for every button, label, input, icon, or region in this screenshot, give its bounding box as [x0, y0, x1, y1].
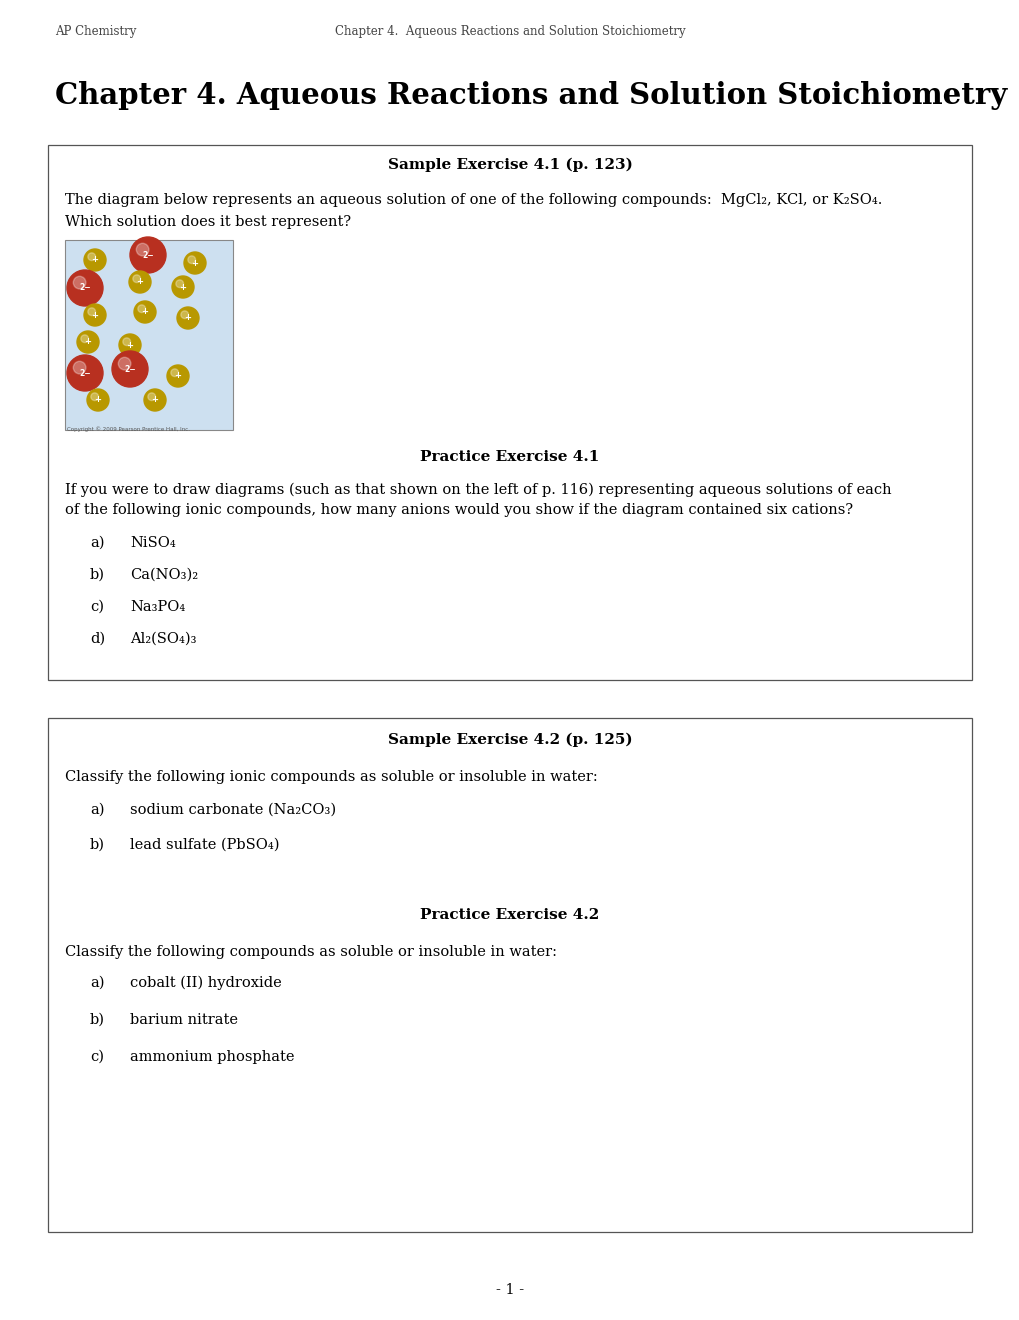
Text: Na₃PO₄: Na₃PO₄ — [129, 601, 185, 614]
Circle shape — [119, 334, 141, 356]
Circle shape — [171, 368, 178, 376]
Text: barium nitrate: barium nitrate — [129, 1012, 237, 1027]
Text: b): b) — [90, 568, 105, 582]
Text: Al₂(SO₄)₃: Al₂(SO₄)₃ — [129, 632, 197, 645]
Text: b): b) — [90, 838, 105, 851]
Text: Which solution does it best represent?: Which solution does it best represent? — [65, 215, 351, 228]
Circle shape — [137, 243, 149, 256]
Circle shape — [76, 331, 99, 352]
Text: Practice Exercise 4.1: Practice Exercise 4.1 — [420, 450, 599, 465]
Circle shape — [73, 362, 86, 374]
Text: +: + — [174, 371, 181, 380]
Text: a): a) — [90, 536, 104, 550]
Circle shape — [67, 271, 103, 306]
Text: +: + — [85, 338, 92, 346]
Text: Sample Exercise 4.1 (p. 123): Sample Exercise 4.1 (p. 123) — [387, 158, 632, 172]
Text: +: + — [179, 282, 186, 292]
Bar — [65, 240, 232, 430]
Circle shape — [167, 366, 189, 387]
Text: a): a) — [90, 975, 104, 990]
Text: 2−: 2− — [142, 251, 154, 260]
Text: ammonium phosphate: ammonium phosphate — [129, 1049, 294, 1064]
Text: +: + — [184, 314, 192, 322]
Circle shape — [175, 280, 183, 288]
Circle shape — [88, 308, 96, 315]
Text: +: + — [152, 396, 158, 404]
Text: sodium carbonate (Na₂CO₃): sodium carbonate (Na₂CO₃) — [129, 803, 336, 817]
Circle shape — [132, 275, 141, 282]
Text: Practice Exercise 4.2: Practice Exercise 4.2 — [420, 908, 599, 921]
Text: cobalt (II) hydroxide: cobalt (II) hydroxide — [129, 975, 281, 990]
Circle shape — [180, 310, 189, 318]
Text: Classify the following ionic compounds as soluble or insoluble in water:: Classify the following ionic compounds a… — [65, 770, 597, 784]
Text: b): b) — [90, 1012, 105, 1027]
Circle shape — [148, 393, 155, 400]
Text: d): d) — [90, 632, 105, 645]
Text: NiSO₄: NiSO₄ — [129, 536, 175, 550]
Text: Chapter 4.  Aqueous Reactions and Solution Stoichiometry: Chapter 4. Aqueous Reactions and Solutio… — [334, 25, 685, 38]
Text: +: + — [137, 277, 144, 286]
Bar — [48, 718, 971, 1232]
Text: Ca(NO₃)₂: Ca(NO₃)₂ — [129, 568, 198, 582]
Text: - 1 -: - 1 - — [495, 1283, 524, 1298]
Text: 2−: 2− — [124, 364, 136, 374]
Text: Copyright © 2009 Pearson Prentice Hall, Inc.: Copyright © 2009 Pearson Prentice Hall, … — [67, 426, 190, 432]
Text: Sample Exercise 4.2 (p. 125): Sample Exercise 4.2 (p. 125) — [387, 733, 632, 747]
Text: +: + — [126, 341, 133, 350]
Circle shape — [88, 253, 96, 260]
Circle shape — [129, 238, 166, 273]
Circle shape — [87, 389, 109, 411]
Circle shape — [187, 256, 196, 264]
Text: 2−: 2− — [79, 284, 91, 293]
Circle shape — [84, 304, 106, 326]
Text: +: + — [192, 259, 199, 268]
Circle shape — [67, 355, 103, 391]
Text: lead sulfate (PbSO₄): lead sulfate (PbSO₄) — [129, 838, 279, 851]
Circle shape — [138, 305, 146, 313]
Circle shape — [144, 389, 166, 411]
Circle shape — [122, 338, 130, 346]
Circle shape — [128, 271, 151, 293]
Text: a): a) — [90, 803, 104, 817]
Text: +: + — [95, 396, 102, 404]
Text: +: + — [142, 308, 149, 317]
Circle shape — [133, 301, 156, 323]
Circle shape — [183, 252, 206, 275]
Circle shape — [73, 276, 86, 289]
Text: 2−: 2− — [79, 368, 91, 378]
Circle shape — [172, 276, 194, 298]
Circle shape — [177, 308, 199, 329]
Circle shape — [91, 393, 99, 400]
Text: +: + — [92, 256, 99, 264]
Text: Classify the following compounds as soluble or insoluble in water:: Classify the following compounds as solu… — [65, 945, 556, 960]
Circle shape — [118, 358, 130, 370]
Text: c): c) — [90, 1049, 104, 1064]
Text: Chapter 4. Aqueous Reactions and Solution Stoichiometry: Chapter 4. Aqueous Reactions and Solutio… — [55, 81, 1007, 110]
Circle shape — [81, 335, 89, 343]
Bar — [48, 145, 971, 680]
Circle shape — [112, 351, 148, 387]
Text: The diagram below represents an aqueous solution of one of the following compoun: The diagram below represents an aqueous … — [65, 193, 881, 207]
Circle shape — [84, 249, 106, 271]
Text: +: + — [92, 310, 99, 319]
Text: c): c) — [90, 601, 104, 614]
Text: If you were to draw diagrams (such as that shown on the left of p. 116) represen: If you were to draw diagrams (such as th… — [65, 483, 891, 517]
Text: AP Chemistry: AP Chemistry — [55, 25, 137, 38]
